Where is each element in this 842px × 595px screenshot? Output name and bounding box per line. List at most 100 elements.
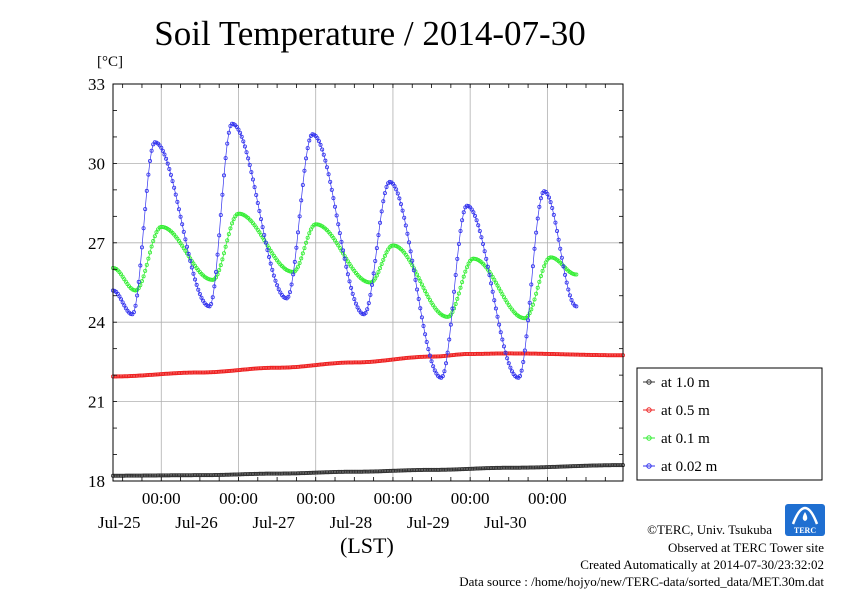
x-axis-label: (LST) [340,533,394,558]
data-point [548,200,553,205]
data-point [323,158,328,163]
data-point [199,295,204,300]
legend: at 1.0 m at 0.5 m at 0.1 m at 0.02 m [636,367,823,481]
data-point [453,301,458,306]
series-at-0-1-m [111,211,579,321]
data-point [394,187,399,192]
data-point [567,293,572,298]
data-point [537,279,542,284]
data-point [532,297,537,302]
data-point [530,302,535,307]
series-line [112,213,577,319]
data-point [222,251,227,256]
x-tick-label: 00:00 [528,489,567,508]
data-point [186,251,191,256]
data-point [392,184,397,189]
data-point [426,295,431,300]
data-point [395,191,400,196]
data-point [384,184,389,189]
data-point [209,302,214,307]
data-point [464,203,469,208]
data-point [477,228,482,233]
y-tick-label: 18 [88,472,105,491]
data-point [217,268,222,273]
data-point [230,121,235,126]
data-point [463,269,468,274]
data-point [455,296,460,301]
data-point [421,285,426,290]
data-point [194,282,199,287]
data-point [418,279,423,284]
data-point [294,267,299,272]
x-date-label: Jul-27 [252,513,295,532]
data-point [500,292,505,297]
data-point [167,166,172,171]
y-tick-label: 21 [88,393,105,412]
data-point [416,275,421,280]
data-point [495,283,500,288]
y-tick-label: 30 [88,154,105,173]
data-point [535,285,540,290]
data-point [152,234,157,239]
data-point [318,142,323,147]
series-line [112,123,577,379]
legend-marker [646,435,652,441]
data-point [138,283,143,288]
data-point [218,263,223,268]
data-point [143,268,148,273]
x-tick-label: 00:00 [451,489,490,508]
data-point [378,266,383,271]
data-point [374,273,379,278]
data-point [384,250,389,255]
data-point [545,192,550,197]
data-point [189,265,194,270]
data-point [305,235,310,240]
data-point [275,283,280,288]
terc-logo: TERC [785,504,825,536]
copyright-text: ©TERC, Univ. Tsukuba [647,522,772,537]
data-point [271,273,276,278]
data-point [316,139,321,144]
data-point [236,127,241,132]
data-point [228,226,233,231]
series-line [112,353,623,377]
data-point [119,297,124,302]
chart-title: Soil Temperature / 2014-07-30 [154,14,586,53]
data-point [464,265,469,270]
data-source-text: Data source : /home/hojyo/new/TERC-data/… [459,574,824,589]
y-tick-label: 24 [88,313,106,332]
data-point [273,278,278,283]
legend-marker [646,407,652,413]
data-point [419,282,424,287]
y-tick-label: 27 [88,234,106,253]
x-date-label: Jul-28 [330,513,373,532]
data-point [347,279,352,284]
axes: 18212427303300:00Jul-2500:00Jul-2600:00J… [88,75,623,532]
data-point [474,218,479,223]
data-point [144,262,149,267]
data-point [501,344,506,349]
data-point [267,255,272,260]
data-point [569,298,574,303]
data-point [321,152,326,157]
data-point [196,287,201,292]
legend-label: at 0.1 m [661,431,710,447]
data-point [534,291,539,296]
data-point [379,261,384,266]
data-point [315,136,320,141]
data-point [508,365,513,370]
data-point [543,260,548,265]
legend-label: at 0.02 m [661,459,718,475]
data-point [304,240,309,245]
data-point [241,139,246,144]
data-point [460,280,465,285]
x-tick-label: 00:00 [142,489,181,508]
series-at-1-0-m [111,463,626,478]
data-point [398,202,403,207]
series-at-0-02-m [111,121,579,380]
data-point [270,267,275,272]
data-point [373,276,378,281]
data-point [350,291,355,296]
data-point [244,150,249,155]
